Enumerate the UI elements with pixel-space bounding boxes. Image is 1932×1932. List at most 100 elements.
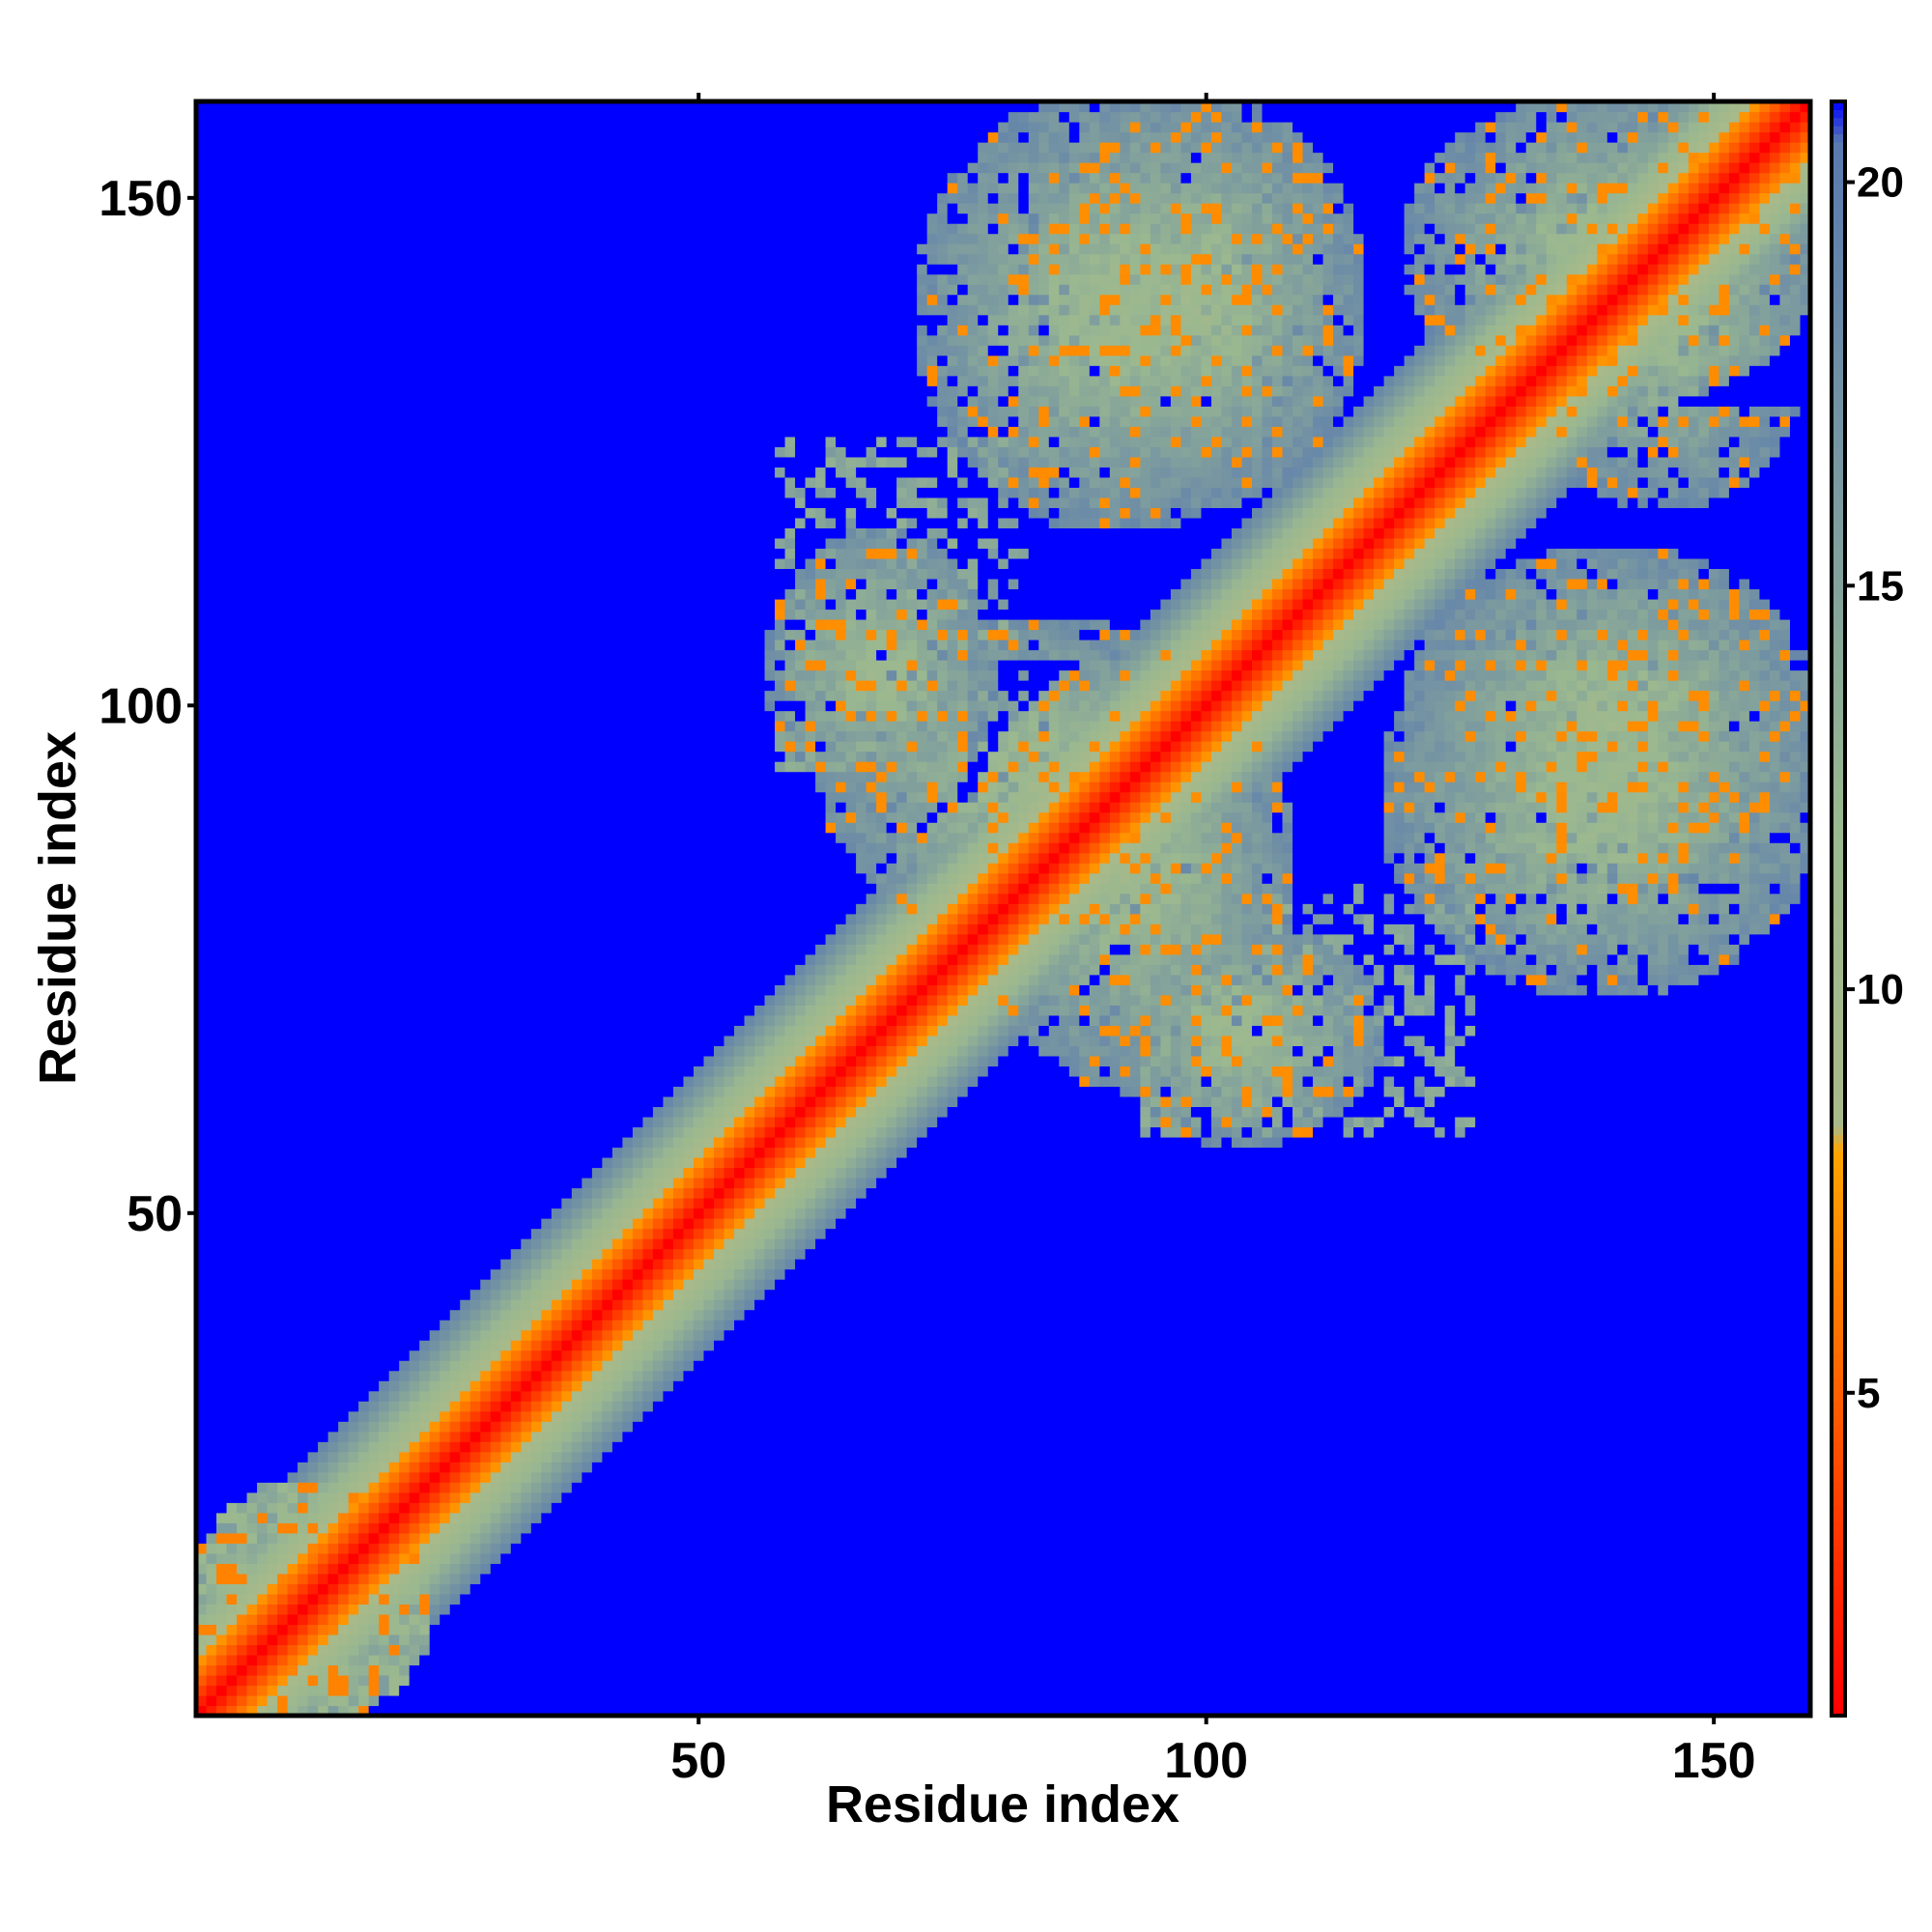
heatmap-cell bbox=[460, 690, 471, 701]
heatmap-cell bbox=[388, 1259, 400, 1270]
heatmap-cell bbox=[257, 1613, 269, 1626]
heatmap-cell bbox=[327, 791, 339, 803]
heatmap-cell bbox=[379, 223, 390, 235]
heatmap-cell bbox=[216, 1462, 228, 1473]
heatmap-cell bbox=[500, 1573, 512, 1584]
heatmap-cell bbox=[379, 1005, 390, 1016]
heatmap-cell bbox=[226, 284, 238, 296]
heatmap-cell bbox=[358, 690, 370, 701]
heatmap-cell bbox=[379, 1522, 390, 1534]
heatmap-cell bbox=[449, 1238, 461, 1250]
heatmap-cell bbox=[480, 923, 492, 935]
heatmap-cell bbox=[460, 568, 471, 580]
heatmap-cell bbox=[379, 527, 390, 539]
heatmap-cell bbox=[449, 406, 461, 417]
heatmap-cell bbox=[277, 568, 289, 580]
heatmap-cell bbox=[206, 192, 217, 204]
heatmap-cell bbox=[206, 953, 217, 965]
heatmap-cell bbox=[277, 1370, 289, 1381]
heatmap-cell bbox=[287, 1106, 298, 1118]
heatmap-cell bbox=[480, 852, 492, 864]
heatmap-cell bbox=[440, 1055, 451, 1066]
heatmap-cell bbox=[237, 557, 248, 570]
heatmap-cell bbox=[510, 1268, 522, 1280]
heatmap-cell bbox=[206, 923, 217, 935]
heatmap-cell bbox=[338, 467, 350, 478]
heatmap-cell bbox=[358, 1065, 370, 1077]
heatmap-cell bbox=[368, 721, 380, 732]
heatmap-cell bbox=[440, 142, 451, 154]
heatmap-cell bbox=[409, 1320, 420, 1331]
heatmap-cell bbox=[327, 1065, 339, 1077]
heatmap-cell bbox=[440, 1634, 451, 1646]
heatmap-cell bbox=[338, 385, 350, 397]
heatmap-cell bbox=[226, 771, 238, 782]
heatmap-cell bbox=[318, 1340, 329, 1351]
heatmap-cell bbox=[206, 1543, 217, 1554]
heatmap-cell bbox=[257, 741, 269, 753]
heatmap-cell bbox=[480, 527, 492, 539]
heatmap-cell bbox=[237, 953, 248, 965]
heatmap-cell bbox=[206, 1634, 217, 1646]
heatmap-cell bbox=[318, 923, 329, 935]
heatmap-cells bbox=[196, 101, 1811, 1717]
heatmap-cell bbox=[206, 1613, 217, 1626]
heatmap-cell bbox=[449, 974, 461, 985]
heatmap-cell bbox=[440, 487, 451, 498]
heatmap-cell bbox=[307, 1563, 319, 1575]
heatmap-cell bbox=[399, 1421, 411, 1433]
heatmap-cell bbox=[257, 883, 269, 895]
heatmap-cell bbox=[307, 1065, 319, 1077]
heatmap-cell bbox=[277, 1431, 289, 1442]
heatmap-cell bbox=[267, 893, 278, 904]
heatmap-cell bbox=[226, 1654, 238, 1666]
heatmap-cell bbox=[440, 1167, 451, 1179]
heatmap-cell bbox=[216, 863, 228, 874]
heatmap-cell bbox=[318, 507, 329, 519]
heatmap-cell bbox=[460, 1218, 471, 1230]
heatmap-cell bbox=[379, 1451, 390, 1463]
heatmap-cell bbox=[206, 1583, 217, 1595]
heatmap-cell bbox=[338, 1552, 350, 1564]
heatmap-cell bbox=[388, 568, 400, 580]
heatmap-cell bbox=[287, 395, 298, 407]
heatmap-cell bbox=[277, 507, 289, 519]
heatmap-cell bbox=[368, 1705, 380, 1717]
heatmap-cell bbox=[196, 1471, 208, 1483]
heatmap-cell bbox=[298, 1198, 309, 1209]
heatmap-cell bbox=[287, 1147, 298, 1158]
heatmap-cell bbox=[460, 863, 471, 874]
heatmap-cell bbox=[358, 142, 370, 154]
heatmap-cell bbox=[318, 467, 329, 478]
heatmap-cell bbox=[490, 1320, 501, 1331]
heatmap-cell bbox=[399, 162, 411, 174]
heatmap-cell bbox=[216, 1086, 228, 1097]
heatmap-cell bbox=[429, 203, 440, 214]
heatmap-cell bbox=[460, 903, 471, 915]
heatmap-cell bbox=[338, 131, 350, 143]
heatmap-cell bbox=[206, 507, 217, 519]
heatmap-cell bbox=[449, 802, 461, 813]
heatmap-cell bbox=[460, 1289, 471, 1300]
heatmap-cell bbox=[298, 183, 309, 194]
heatmap-cell bbox=[510, 1370, 522, 1381]
heatmap-cell bbox=[307, 1624, 319, 1635]
heatmap-cell bbox=[358, 1136, 370, 1149]
heatmap-cell bbox=[490, 1035, 501, 1046]
heatmap-cell bbox=[449, 1167, 461, 1179]
heatmap-cell bbox=[267, 964, 278, 976]
heatmap-cell bbox=[399, 446, 411, 458]
heatmap-cell bbox=[287, 923, 298, 935]
heatmap-cell bbox=[440, 192, 451, 204]
heatmap-cell bbox=[460, 1492, 471, 1503]
heatmap-cell bbox=[388, 1086, 400, 1097]
heatmap-cell bbox=[267, 1462, 278, 1473]
heatmap-cell bbox=[237, 588, 248, 600]
heatmap-cell bbox=[440, 1593, 451, 1605]
heatmap-cell bbox=[257, 233, 269, 244]
heatmap-cell bbox=[277, 365, 289, 377]
heatmap-cell bbox=[480, 781, 492, 793]
heatmap-cell bbox=[368, 1198, 380, 1209]
heatmap-cell bbox=[226, 741, 238, 753]
heatmap-cell bbox=[358, 1198, 370, 1209]
